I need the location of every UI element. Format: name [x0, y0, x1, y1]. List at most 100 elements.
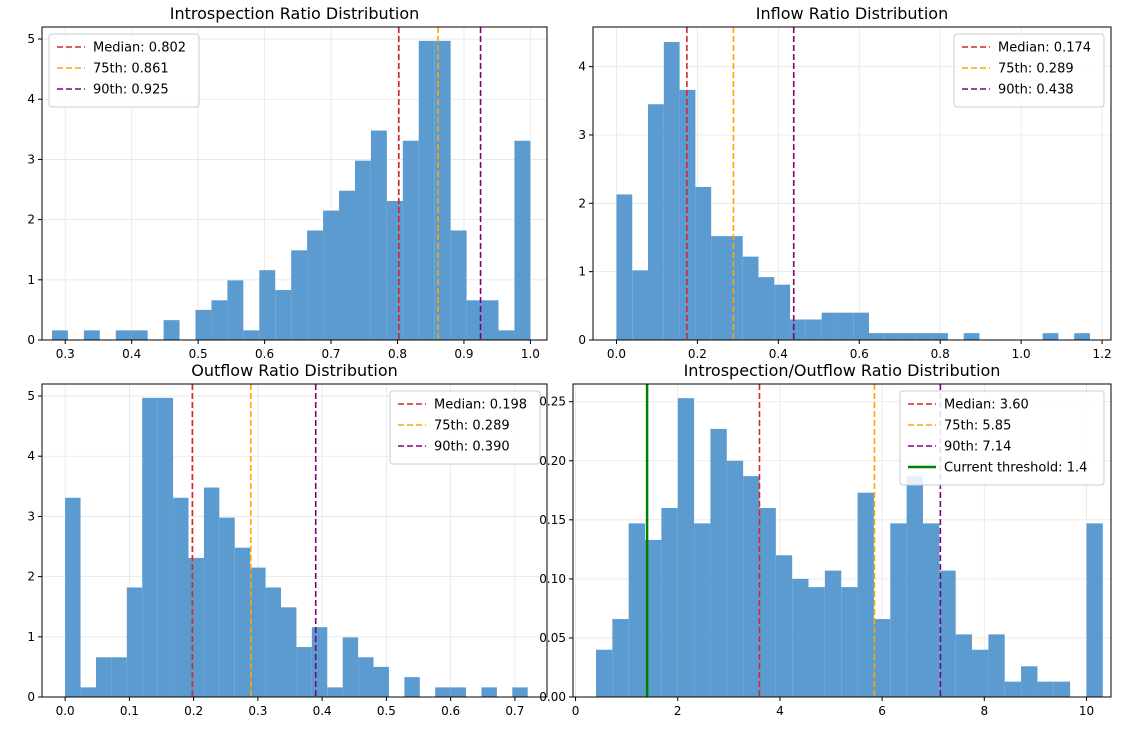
legend-label: 75th: 0.289 — [998, 62, 1074, 77]
histogram-bar — [890, 523, 907, 697]
chart-title: Introspection Ratio Distribution — [170, 4, 420, 23]
legend-label: Current threshold: 1.4 — [944, 461, 1087, 476]
x-tick-label: 0.4 — [122, 347, 141, 361]
y-tick-label: 4 — [27, 92, 35, 106]
legend: Median: 0.802 75th: 0.861 90th: 0.925 — [48, 33, 200, 108]
y-tick-label: 2 — [27, 213, 35, 227]
y-tick-label: 3 — [578, 128, 586, 142]
histogram-bar — [663, 42, 680, 340]
histogram-bar — [742, 256, 759, 340]
histogram-bar — [677, 398, 695, 697]
histogram-bar — [932, 333, 948, 340]
x-tick-label: 0.1 — [120, 704, 139, 718]
histogram-bar — [922, 523, 940, 697]
histogram-bar — [339, 190, 355, 340]
histogram-bar — [857, 492, 874, 697]
histogram-bar — [726, 236, 743, 340]
introspection-ratio-panel: 0.3 0.4 0.5 0.6 0.7 0.8 0.9 1.0 0 1 2 3 4 5 Introspect… — [27, 4, 548, 361]
histogram-bar — [354, 160, 371, 340]
legend-label: Median: 0.198 — [434, 398, 527, 413]
x-tick-label: 10 — [1079, 704, 1094, 718]
legend-label: 90th: 0.438 — [998, 83, 1074, 98]
histogram-bar — [759, 508, 776, 697]
legend-label: 75th: 0.861 — [93, 62, 169, 77]
histogram-bar — [884, 333, 901, 340]
y-tick-label: 0.10 — [539, 572, 566, 586]
histogram-bar — [234, 547, 251, 697]
y-tick-label: 1 — [27, 273, 35, 287]
histogram-bar — [616, 194, 633, 340]
legend: Median: 0.198 75th: 0.289 90th: 0.390 — [389, 390, 541, 465]
legend-label: Median: 0.174 — [998, 41, 1091, 56]
histogram-bar — [695, 186, 712, 340]
histogram-bar — [1037, 681, 1054, 697]
y-tick-label: 0.25 — [539, 395, 566, 409]
histogram-bar — [435, 687, 451, 697]
histogram-bar — [450, 687, 467, 697]
histogram-bar — [358, 657, 374, 697]
histogram-bar — [373, 666, 389, 697]
y-tick-label: 0 — [27, 333, 35, 347]
histogram-bar — [514, 140, 531, 340]
histogram-bar — [988, 634, 1005, 697]
y-tick-label: 0.20 — [539, 454, 566, 468]
histogram-bar — [661, 508, 678, 697]
axes-frame — [41, 383, 548, 698]
histogram-bar — [95, 657, 112, 697]
histogram-bar — [227, 280, 244, 340]
x-tick-label: 0.5 — [189, 347, 208, 361]
histogram-bar — [188, 557, 204, 697]
y-tick-label: 4 — [27, 449, 35, 463]
histogram-bar — [482, 300, 499, 340]
histogram-bar — [711, 236, 727, 340]
x-tick-label: 0.9 — [454, 347, 473, 361]
legend-box — [899, 390, 1105, 486]
histogram-bar — [873, 619, 891, 697]
histogram-bar — [450, 230, 467, 340]
x-tick-label: 0.4 — [769, 347, 788, 361]
histogram-bar — [173, 497, 189, 697]
histogram-bar — [404, 677, 420, 697]
histogram-bar — [775, 555, 793, 697]
legend-label: 75th: 5.85 — [944, 419, 1011, 434]
y-tick-label: 4 — [578, 60, 586, 74]
histogram-bar — [726, 460, 744, 697]
histogram-bar — [195, 309, 212, 340]
x-tick-label: 0.0 — [607, 347, 626, 361]
histogram-bar — [296, 647, 312, 697]
histogram-bar — [694, 523, 711, 697]
x-tick-label: 0.0 — [56, 704, 75, 718]
histogram-bar — [157, 397, 174, 697]
histogram-bar — [955, 634, 973, 697]
legend-box — [953, 33, 1105, 108]
x-tick-label: 0 — [572, 704, 580, 718]
histogram-bar — [939, 570, 956, 697]
histogram-bar — [790, 319, 806, 340]
histogram-bar — [418, 40, 435, 340]
y-tick-label: 0 — [578, 333, 586, 347]
outflow-ratio-panel: 0.0 0.1 0.2 0.3 0.4 0.5 0.6 0.7 0 1 2 3 4 5 Outflow Ra… — [27, 361, 548, 718]
x-tick-label: 6 — [878, 704, 886, 718]
histogram-bar — [648, 104, 664, 341]
histogram-bar — [386, 200, 403, 340]
histogram-bar — [916, 333, 933, 340]
histogram-bar — [1042, 333, 1059, 340]
histogram-bar — [1086, 523, 1103, 697]
x-tick-label: 0.6 — [850, 347, 869, 361]
legend-label: 90th: 0.390 — [434, 440, 510, 455]
histogram-bar — [481, 687, 497, 697]
histogram-bar — [219, 517, 235, 697]
axes-frame — [41, 26, 548, 341]
x-tick-label: 0.6 — [255, 347, 274, 361]
x-tick-label: 0.5 — [377, 704, 396, 718]
histogram-bar — [972, 649, 989, 697]
histogram-bar — [821, 312, 838, 340]
histogram-bar — [115, 330, 132, 340]
axes-frame — [572, 383, 1112, 698]
x-tick-label: 8 — [980, 704, 988, 718]
histogram-bar — [774, 284, 791, 340]
y-tick-label: 5 — [27, 32, 35, 46]
histogram-bar — [1053, 681, 1071, 697]
histogram-bar — [131, 330, 148, 340]
